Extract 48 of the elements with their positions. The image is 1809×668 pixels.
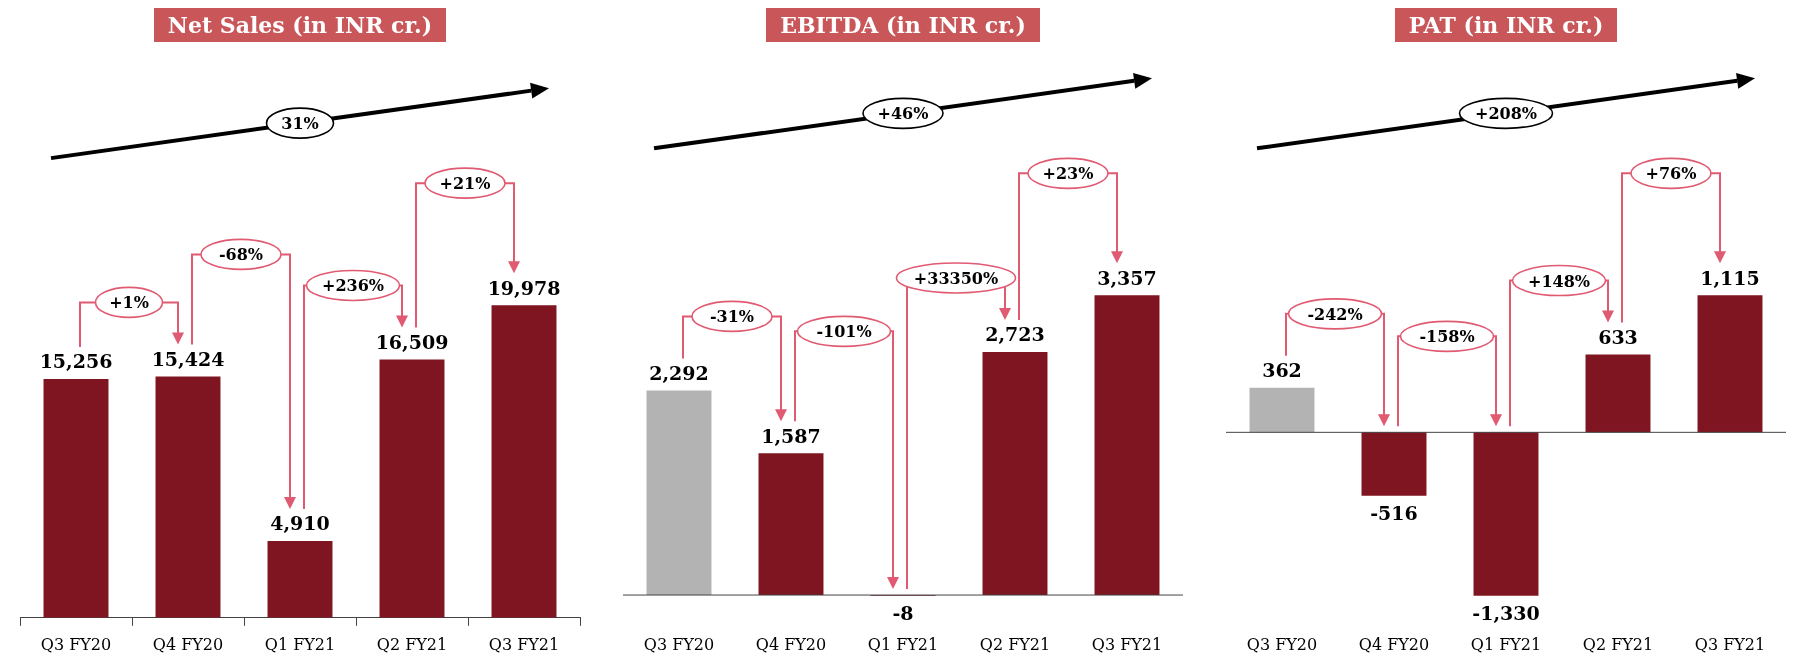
data-label: 16,509 [375, 330, 449, 353]
x-tick-label: Q2 FY21 [1582, 634, 1654, 654]
x-tick-label: Q1 FY21 [1470, 634, 1542, 654]
data-label: 633 [1598, 326, 1638, 348]
x-tick-label: Q2 FY21 [979, 634, 1051, 654]
x-tick-label: Q3 FY20 [1246, 634, 1318, 654]
text: +33350% [913, 268, 999, 288]
x-tick-label: Q3 FY21 [488, 634, 560, 654]
data-label: 362 [1262, 359, 1302, 382]
text: +208% [1474, 104, 1538, 124]
x-tick-label: Q1 FY21 [264, 634, 336, 654]
chart-title: EBITDA (in INR cr.) [766, 8, 1040, 42]
data-label: -516 [1370, 502, 1418, 525]
x-tick-label: Q3 FY21 [1091, 634, 1163, 654]
text: +76% [1645, 164, 1697, 184]
chart-title: PAT (in INR cr.) [1394, 8, 1618, 42]
text: -68% [218, 245, 264, 265]
annotation: -101% [816, 322, 872, 342]
text: +46% [877, 104, 929, 124]
x-tick-label: Q4 FY20 [1358, 634, 1430, 654]
data-label: 2,723 [985, 323, 1045, 346]
data-label: 1,115 [1700, 266, 1760, 289]
x-tick-label: Q4 FY20 [152, 634, 224, 654]
text: +236% [321, 276, 385, 296]
x-tick-label: Q4 FY20 [755, 634, 827, 654]
text: 31% [281, 114, 319, 134]
annotation: +1% [109, 293, 149, 313]
chart-title: Net Sales (in INR cr.) [153, 8, 447, 42]
annotation: -31% [709, 307, 755, 327]
text: +21% [439, 174, 491, 194]
x-tick-label: Q1 FY21 [867, 634, 939, 654]
x-tick-label: Q3 FY20 [643, 634, 715, 654]
data-label: -8 [892, 602, 914, 625]
text: +23% [1042, 164, 1094, 184]
data-label: 15,256 [39, 350, 113, 373]
data-label: 2,292 [649, 361, 709, 384]
data-label: 1,587 [761, 424, 821, 447]
data-label: -1,330 [1472, 602, 1540, 625]
annotation: -158% [1419, 327, 1475, 347]
text: +148% [1527, 271, 1591, 291]
data-label: 3,357 [1097, 266, 1157, 289]
data-label: 4,910 [270, 512, 330, 535]
data-label: 15,424 [151, 347, 225, 370]
x-tick-label: Q3 FY20 [40, 634, 112, 654]
x-tick-label: Q2 FY21 [376, 634, 448, 654]
data-label: 19,978 [487, 276, 561, 299]
annotation: -242% [1307, 304, 1363, 324]
x-tick-label: Q3 FY21 [1694, 634, 1766, 654]
